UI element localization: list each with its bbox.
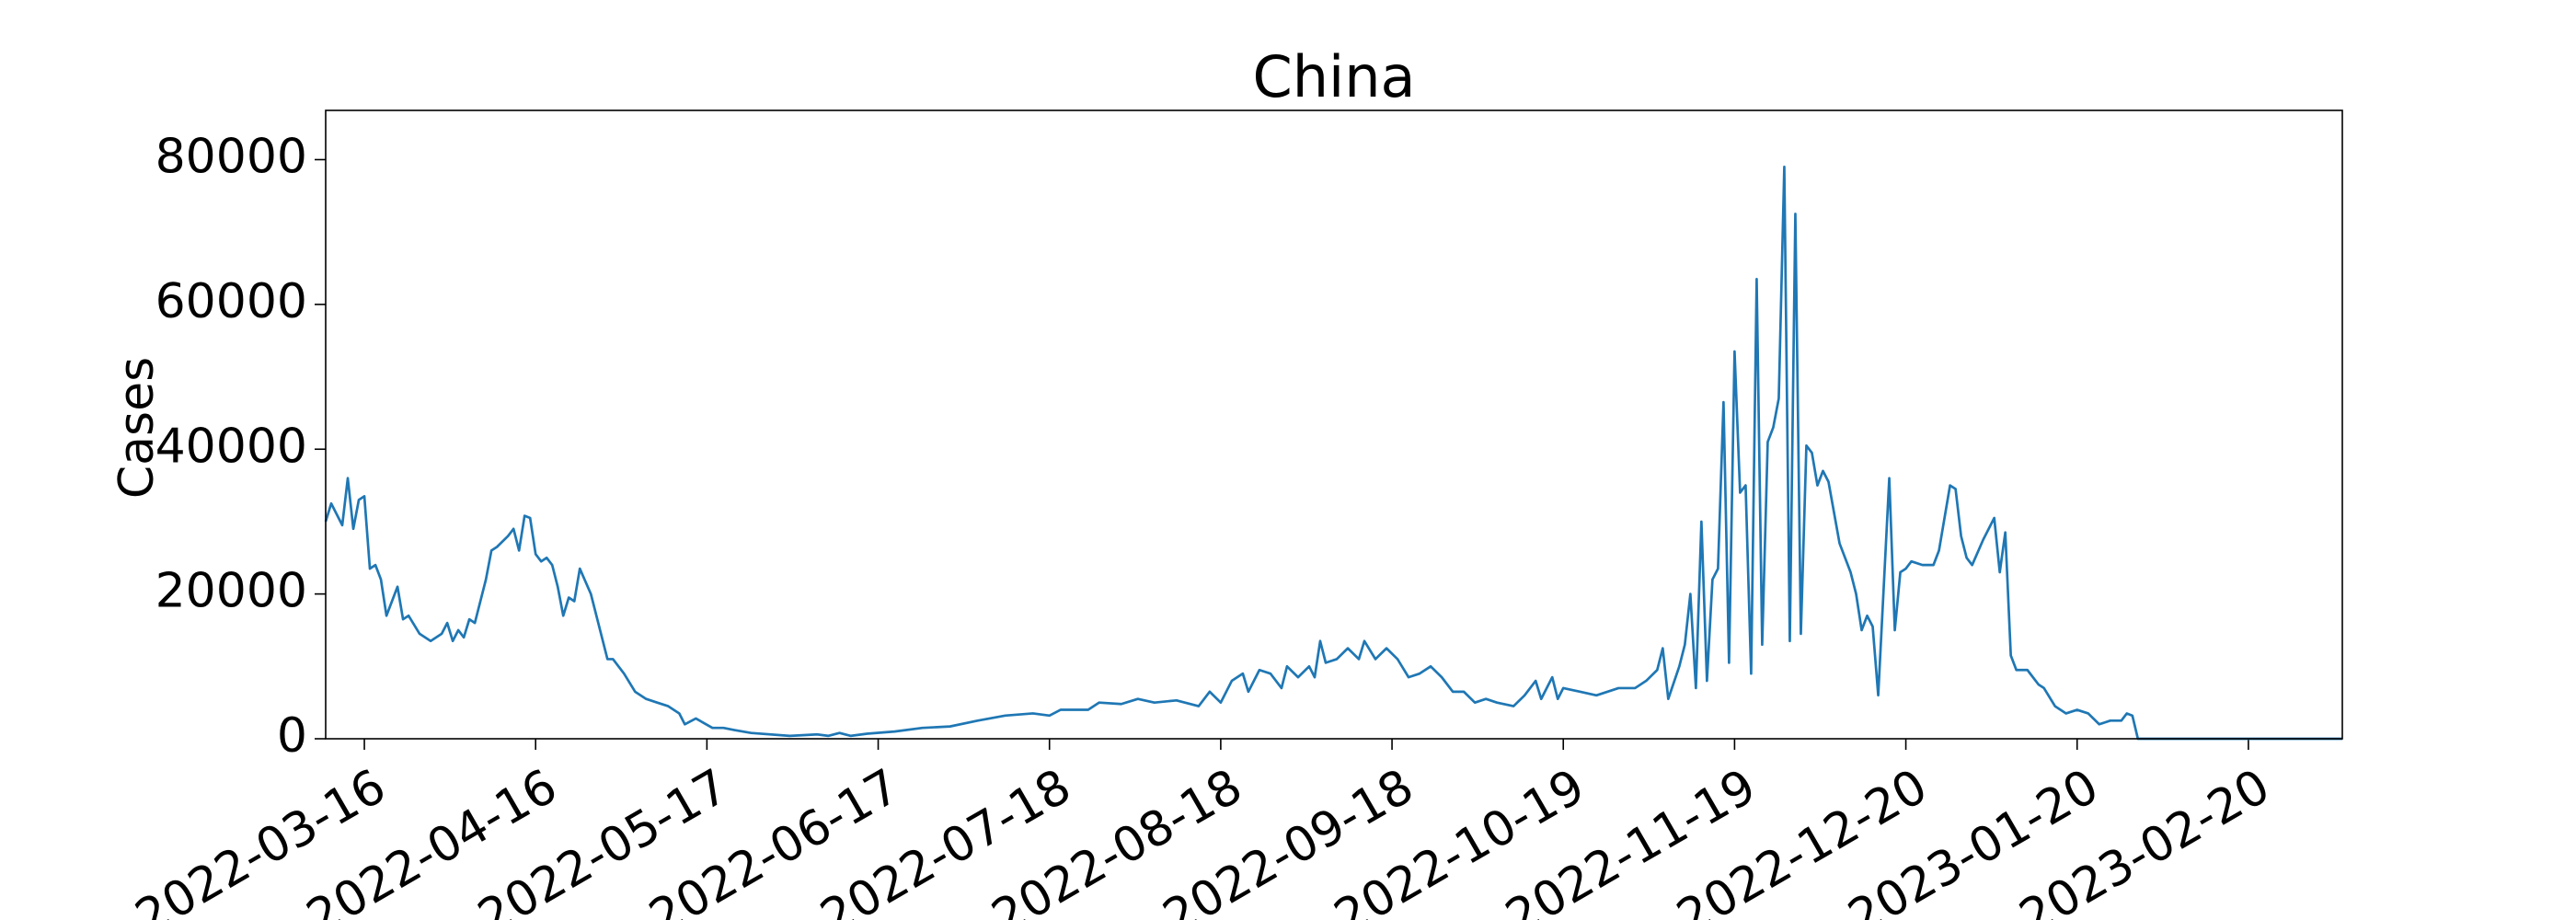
- plot-frame: [325, 109, 2343, 740]
- y-tick-label: 40000: [155, 419, 307, 474]
- y-axis-label: Cases: [109, 357, 165, 499]
- y-tick-label: 80000: [155, 130, 307, 185]
- data-line: [324, 166, 2342, 741]
- y-tick-label: 20000: [155, 564, 307, 619]
- y-tick-label: 0: [277, 708, 307, 764]
- y-tick-label: 60000: [155, 274, 307, 329]
- chart-title: China: [1252, 43, 1415, 110]
